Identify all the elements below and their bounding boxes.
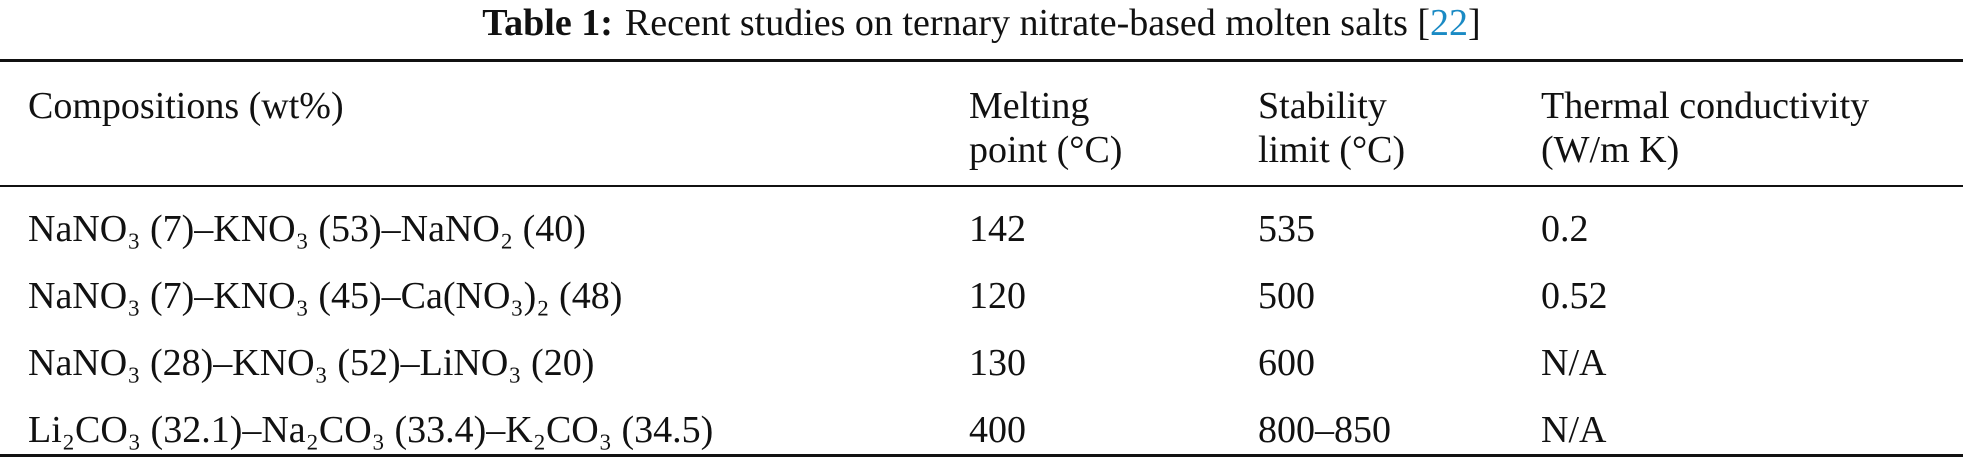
table-caption: Table 1: Recent studies on ternary nitrat… bbox=[0, 0, 1963, 46]
table-cell: 142 bbox=[969, 208, 1026, 250]
table-cell: N/A bbox=[1541, 409, 1607, 451]
table-cell: NaNO₃ (7)–KNO₃ (53)–NaNO₂ (40) bbox=[28, 208, 586, 250]
table-cell: 0.2 bbox=[1541, 208, 1589, 250]
table-cell: 400 bbox=[969, 409, 1026, 451]
table-cell: NaNO₃ (28)–KNO₃ (52)–LiNO₃ (20) bbox=[28, 342, 595, 384]
header-cell: Stability limit (°C) bbox=[1258, 85, 1406, 171]
table-cell: NaNO₃ (7)–KNO₃ (45)–Ca(NO₃)₂ (48) bbox=[28, 275, 623, 317]
caption-label: Table 1: bbox=[482, 2, 613, 44]
table-cell: 120 bbox=[969, 275, 1026, 317]
table-cell: 535 bbox=[1258, 208, 1315, 250]
caption-ref[interactable]: 22 bbox=[1430, 2, 1469, 44]
caption-ref-open: [ bbox=[1417, 2, 1431, 44]
bottom-rule bbox=[0, 454, 1963, 457]
header-cell: Melting point (°C) bbox=[969, 85, 1123, 171]
header-cell: Thermal conductivity (W/m K) bbox=[1541, 85, 1870, 171]
caption-text: Recent studies on ternary nitrate-based … bbox=[624, 2, 1408, 44]
table-cell: Li₂CO₃ (32.1)–Na₂CO₃ (33.4)–K₂CO₃ (34.5) bbox=[28, 409, 714, 451]
header-cell: Compositions (wt%) bbox=[28, 85, 344, 127]
table-cell: 600 bbox=[1258, 342, 1315, 384]
table-cell: N/A bbox=[1541, 342, 1607, 384]
caption-ref-close: ] bbox=[1468, 2, 1481, 44]
table-cell: 130 bbox=[969, 342, 1026, 384]
table-cell: 0.52 bbox=[1541, 275, 1608, 317]
top-rule bbox=[0, 59, 1963, 62]
header-rule bbox=[0, 185, 1963, 187]
table-cell: 500 bbox=[1258, 275, 1315, 317]
table-cell: 800–850 bbox=[1258, 409, 1391, 451]
